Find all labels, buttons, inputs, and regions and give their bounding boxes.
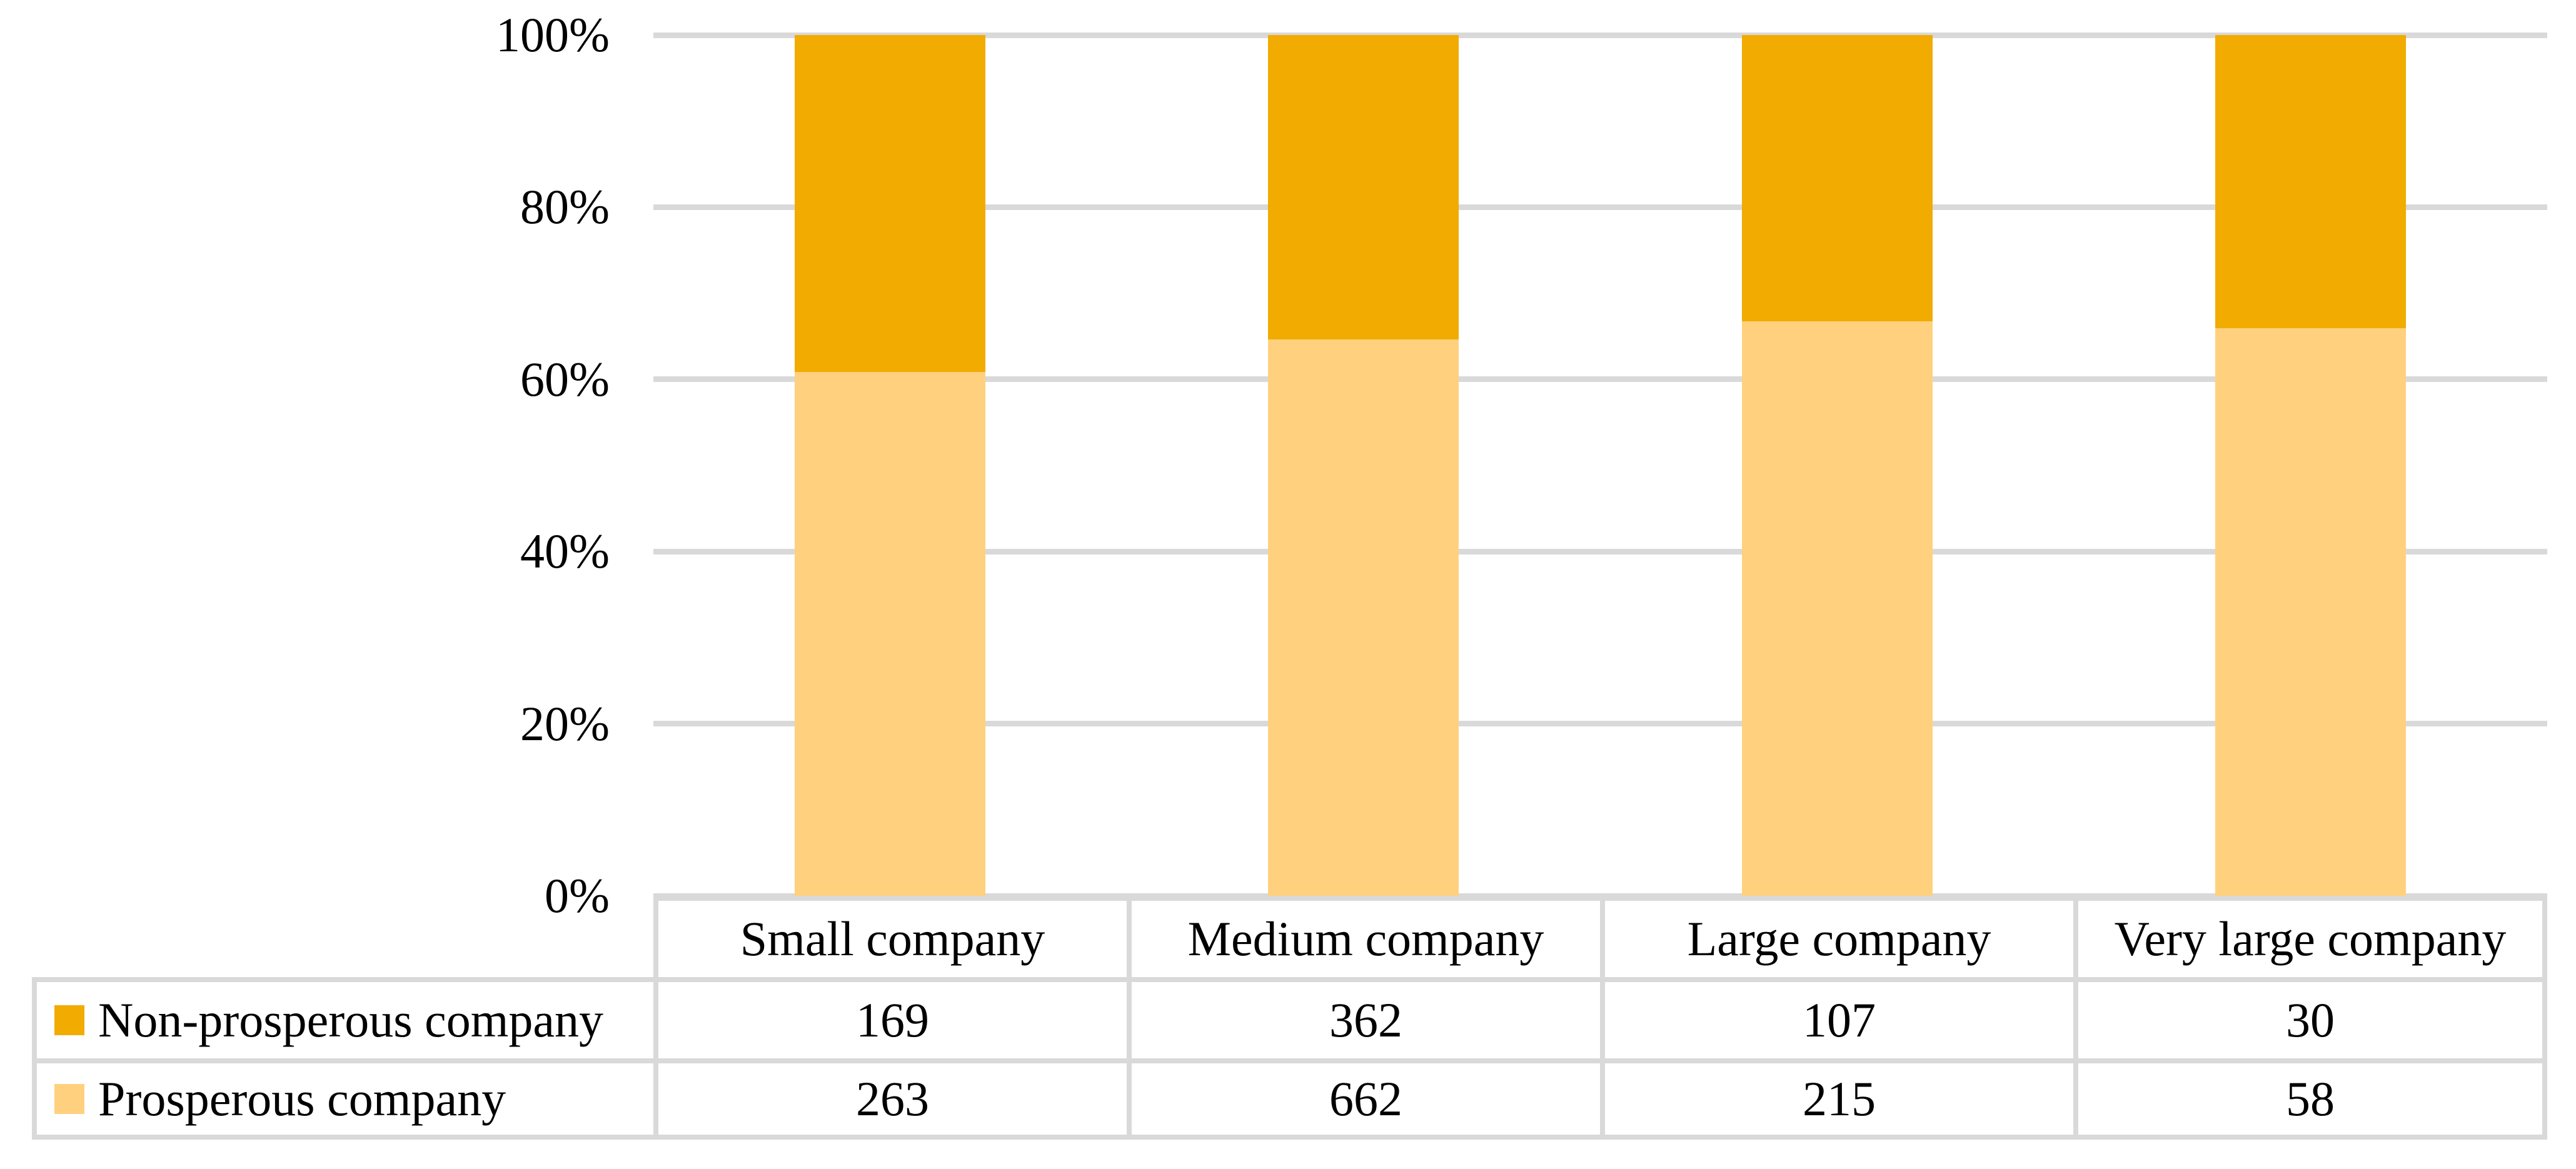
gridline-0 [653, 893, 2547, 899]
table-value-cell-non-prosperous-company-large-company: 107 [1600, 977, 2073, 1058]
bar-large-company-non-prosperous-company [1742, 35, 1933, 321]
bar-very-large-company-prosperous-company [2215, 328, 2406, 896]
gridline-80 [653, 204, 2547, 210]
gridline-60 [653, 376, 2547, 382]
table-value-cell-prosperous-company-medium-company: 662 [1127, 1058, 1600, 1140]
table-value-cell-non-prosperous-company-medium-company: 362 [1127, 977, 1600, 1058]
table-value-cell-non-prosperous-company-small-company: 169 [653, 977, 1127, 1058]
gridline-20 [653, 721, 2547, 726]
y-axis-tick-label-40: 40% [520, 524, 610, 578]
legend-cell-non-prosperous-company: Non-prosperous company [32, 977, 653, 1058]
y-axis-tick-label-60: 60% [520, 352, 610, 406]
table-header-cell-very-large-company: Very large company [2073, 896, 2547, 977]
gridline-100 [653, 33, 2547, 38]
bar-small-company-prosperous-company [795, 372, 985, 896]
bar-small-company-non-prosperous-company [795, 35, 985, 372]
legend-cell-prosperous-company: Prosperous company [32, 1058, 653, 1140]
table-header-cell-small-company: Small company [653, 896, 1127, 977]
bar-large-company-prosperous-company [1742, 321, 1933, 896]
legend-color-swatch-prosperous-company [54, 1084, 84, 1114]
table-value-cell-non-prosperous-company-very-large-company: 30 [2073, 977, 2547, 1058]
legend-label-prosperous-company: Prosperous company [98, 1071, 506, 1126]
bar-medium-company-prosperous-company [1268, 339, 1459, 896]
y-axis-tick-label-20: 20% [520, 696, 610, 751]
bar-very-large-company-non-prosperous-company [2215, 35, 2406, 328]
gridline-40 [653, 549, 2547, 554]
legend-label-non-prosperous-company: Non-prosperous company [98, 993, 603, 1047]
bar-medium-company-non-prosperous-company [1268, 35, 1459, 339]
table-header-cell-large-company: Large company [1600, 896, 2073, 977]
y-axis-tick-label-0: 0% [545, 868, 610, 923]
legend-color-swatch-non-prosperous-company [54, 1005, 84, 1035]
table-value-cell-prosperous-company-large-company: 215 [1600, 1058, 2073, 1140]
table-value-cell-prosperous-company-very-large-company: 58 [2073, 1058, 2547, 1140]
table-header-cell-medium-company: Medium company [1127, 896, 1600, 977]
y-axis-tick-label-100: 100% [496, 8, 610, 62]
table-value-cell-prosperous-company-small-company: 263 [653, 1058, 1127, 1140]
y-axis-tick-label-80: 80% [520, 179, 610, 234]
